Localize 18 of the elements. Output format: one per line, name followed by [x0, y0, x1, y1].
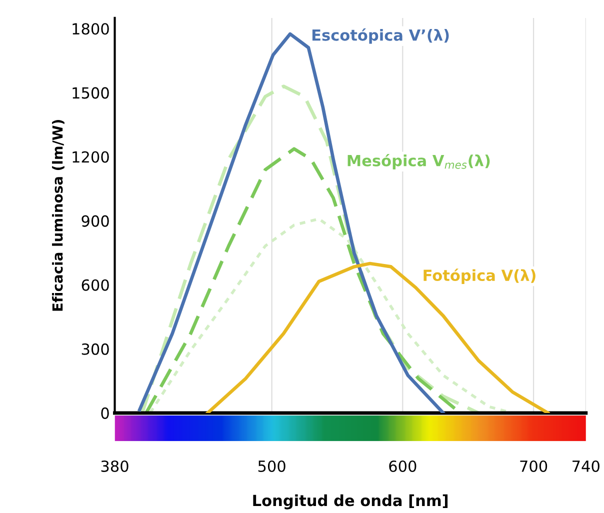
series-label: Escotópica V’(λ) [312, 28, 449, 44]
x-tick-label: 380 [101, 460, 128, 472]
series-label: Fotópica V(λ) [424, 268, 536, 284]
y-axis-title: Eficacia luminosa (lm/W) [52, 120, 64, 311]
y-tick-label: 900 [82, 215, 109, 227]
series-label: Mesópica V$_{mes}$(λ) [348, 154, 490, 170]
x-tick-label: 700 [520, 460, 548, 472]
y-tick-label: 0 [101, 407, 109, 419]
y-tick-label: 1500 [72, 87, 109, 99]
y-tick-label: 1200 [72, 151, 109, 163]
x-tick-label: 740 [572, 460, 600, 472]
x-tick-label: 500 [258, 460, 286, 472]
x-axis-title: Longitud de onda [nm] [253, 494, 448, 510]
y-tick-label: 600 [82, 279, 109, 291]
line-series [206, 262, 550, 413]
x-tick-label: 600 [389, 460, 416, 472]
y-tick-label: 300 [82, 343, 109, 355]
y-tick-label: 1800 [72, 23, 109, 35]
